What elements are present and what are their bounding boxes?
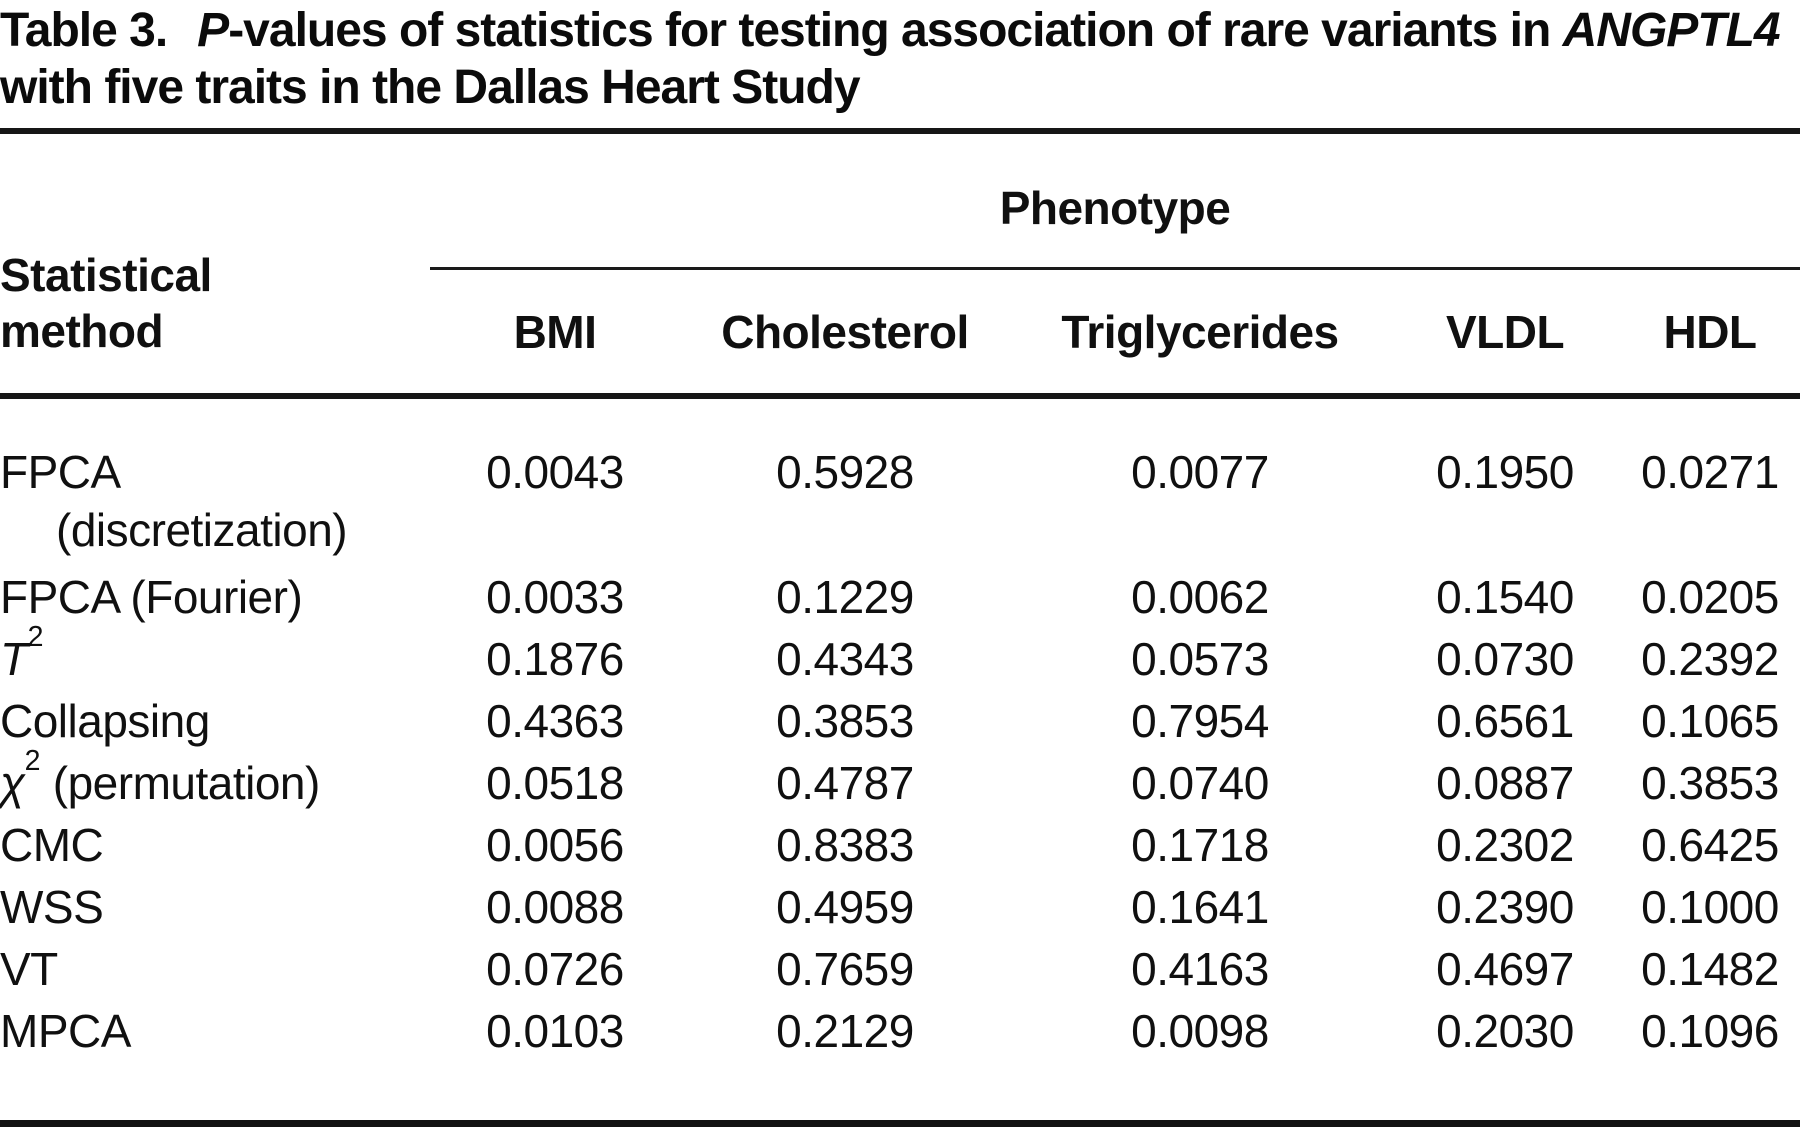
p-value-cell: 0.5928 <box>776 446 914 498</box>
column-group-header-phenotype: Phenotype <box>430 131 1800 270</box>
p-value-cell: 0.0573 <box>1131 633 1269 685</box>
table-row: FPCA (discretization) 0.0043 0.5928 0.0077 0.… <box>0 396 1800 568</box>
method-label-segment: (permutation) <box>40 757 321 809</box>
p-value-cell: 0.2302 <box>1436 819 1574 871</box>
table-row: CMC 0.0056 0.8383 0.1718 0.2302 0.6425 <box>0 816 1800 878</box>
p-value-cell: 0.0043 <box>486 446 624 498</box>
caption-segment: ANGPTL4 <box>1562 4 1781 57</box>
p-value-cell: 0.1876 <box>486 633 624 685</box>
table-row: MPCA 0.0103 0.2129 0.0098 0.2030 0.1096 <box>0 1002 1800 1064</box>
caption-segment: -values of statistics for testing associ… <box>228 4 1563 57</box>
p-value-cell: 0.2129 <box>776 1005 914 1057</box>
p-value-cell: 0.6425 <box>1641 819 1779 871</box>
p-value-cell: 0.2392 <box>1641 633 1779 685</box>
method-cell: FPCA (Fourier) <box>0 568 430 630</box>
table-header: Statistical method Phenotype BMI Choleste… <box>0 131 1800 399</box>
p-value-cell: 0.2030 <box>1436 1005 1574 1057</box>
method-label-segment: CMC <box>0 819 104 871</box>
p-value-cell: 0.0518 <box>486 757 624 809</box>
column-header-cholesterol: Cholesterol <box>680 268 1010 399</box>
method-label-segment: 2 <box>27 620 44 653</box>
table-row: WSS 0.0088 0.4959 0.1641 0.2390 0.1000 <box>0 878 1800 940</box>
method-cell: χ2 (permutation) <box>0 747 430 816</box>
method-cell: CMC <box>0 816 430 878</box>
method-label-segment: Collapsing <box>0 695 210 747</box>
p-value-cell: 0.0098 <box>1131 1005 1269 1057</box>
p-value-cell: 0.4787 <box>776 757 914 809</box>
p-value-cell: 0.0033 <box>486 571 624 623</box>
p-value-cell: 0.1718 <box>1131 819 1269 871</box>
table-row: FPCA (Fourier) 0.0033 0.1229 0.0062 0.1540 0.… <box>0 568 1800 630</box>
method-label-segment: 2 <box>24 744 41 777</box>
p-value-cell: 0.1641 <box>1131 881 1269 933</box>
column-header-hdl: HDL <box>1620 268 1800 399</box>
method-label-segment: VT <box>0 943 58 995</box>
table-row: χ2 (permutation) 0.0518 0.4787 0.0740 0.0887… <box>0 747 1800 816</box>
method-label-wrap-line: (discretization) <box>56 504 348 556</box>
p-value-cell: 0.7954 <box>1131 695 1269 747</box>
table-row: VT 0.0726 0.7659 0.4163 0.4697 0.1482 <box>0 940 1800 1002</box>
p-values-table: Statistical method Phenotype BMI Choleste… <box>0 128 1800 1064</box>
group-header-row: Statistical method Phenotype <box>0 131 1800 399</box>
method-cell: FPCA (discretization) <box>0 396 430 568</box>
p-value-cell: 0.0062 <box>1131 571 1269 623</box>
p-value-cell: 0.1065 <box>1641 695 1779 747</box>
method-cell: T2 <box>0 623 430 692</box>
table-caption: Table 3. P-values of statistics for testi… <box>0 0 1800 116</box>
p-value-cell: 0.0056 <box>486 819 624 871</box>
p-value-cell: 0.4343 <box>776 633 914 685</box>
p-value-cell: 0.4959 <box>776 881 914 933</box>
p-value-cell: 0.0726 <box>486 943 624 995</box>
table-number: Table 3. <box>0 4 168 57</box>
p-value-cell: 0.0730 <box>1436 633 1574 685</box>
column-header-statistical-method: Statistical method <box>0 131 430 399</box>
p-value-cell: 0.1540 <box>1436 571 1574 623</box>
p-value-cell: 0.7659 <box>776 943 914 995</box>
method-cell: VT <box>0 940 430 1002</box>
p-value-cell: 0.0205 <box>1641 571 1779 623</box>
method-cell: WSS <box>0 878 430 940</box>
p-value-cell: 0.1950 <box>1436 446 1574 498</box>
method-label-segment: FPCA <box>0 446 121 498</box>
p-value-cell: 0.2390 <box>1436 881 1574 933</box>
caption-segment: P <box>197 4 229 57</box>
p-value-cell: 0.0103 <box>486 1005 624 1057</box>
p-value-cell: 0.1096 <box>1641 1005 1779 1057</box>
table-body: FPCA (discretization) 0.0043 0.5928 0.0077 0.… <box>0 396 1800 1064</box>
column-header-bmi: BMI <box>430 268 680 399</box>
method-label-segment: FPCA (Fourier) <box>0 571 303 623</box>
p-value-cell: 0.0077 <box>1131 446 1269 498</box>
p-value-cell: 0.8383 <box>776 819 914 871</box>
method-label-segment: χ <box>0 757 25 809</box>
p-value-cell: 0.0740 <box>1131 757 1269 809</box>
p-value-cell: 0.0887 <box>1436 757 1574 809</box>
table-row: Collapsing 0.4363 0.3853 0.7954 0.6561 0.1065 <box>0 692 1800 754</box>
p-value-cell: 0.4697 <box>1436 943 1574 995</box>
p-value-cell: 0.3853 <box>776 695 914 747</box>
p-value-cell: 0.3853 <box>1641 757 1779 809</box>
table-caption-text: P-values of statistics for testing assoc… <box>0 4 1781 114</box>
caption-segment: with five traits in the Dallas Heart Stu… <box>0 61 861 114</box>
column-header-triglycerides: Triglycerides <box>1010 268 1390 399</box>
p-value-cell: 0.1482 <box>1641 943 1779 995</box>
column-header-row: BMI Cholesterol Triglycerides VLDL HDL <box>0 268 1800 399</box>
p-value-cell: 0.6561 <box>1436 695 1574 747</box>
method-label-segment: WSS <box>0 881 104 933</box>
p-value-cell: 0.4163 <box>1131 943 1269 995</box>
p-value-cell: 0.4363 <box>486 695 624 747</box>
p-value-cell: 0.1229 <box>776 571 914 623</box>
p-value-cell: 0.0088 <box>486 881 624 933</box>
method-label-segment: MPCA <box>0 1005 131 1057</box>
method-cell: MPCA <box>0 1002 430 1064</box>
column-header-vldl: VLDL <box>1390 268 1620 399</box>
p-value-cell: 0.1000 <box>1641 881 1779 933</box>
method-label-segment: T <box>0 633 28 685</box>
table-bottom-rule <box>0 1120 1800 1127</box>
table-row: T2 0.1876 0.4343 0.0573 0.0730 0.2392 <box>0 623 1800 692</box>
p-value-cell: 0.0271 <box>1641 446 1779 498</box>
method-cell: Collapsing <box>0 692 430 754</box>
